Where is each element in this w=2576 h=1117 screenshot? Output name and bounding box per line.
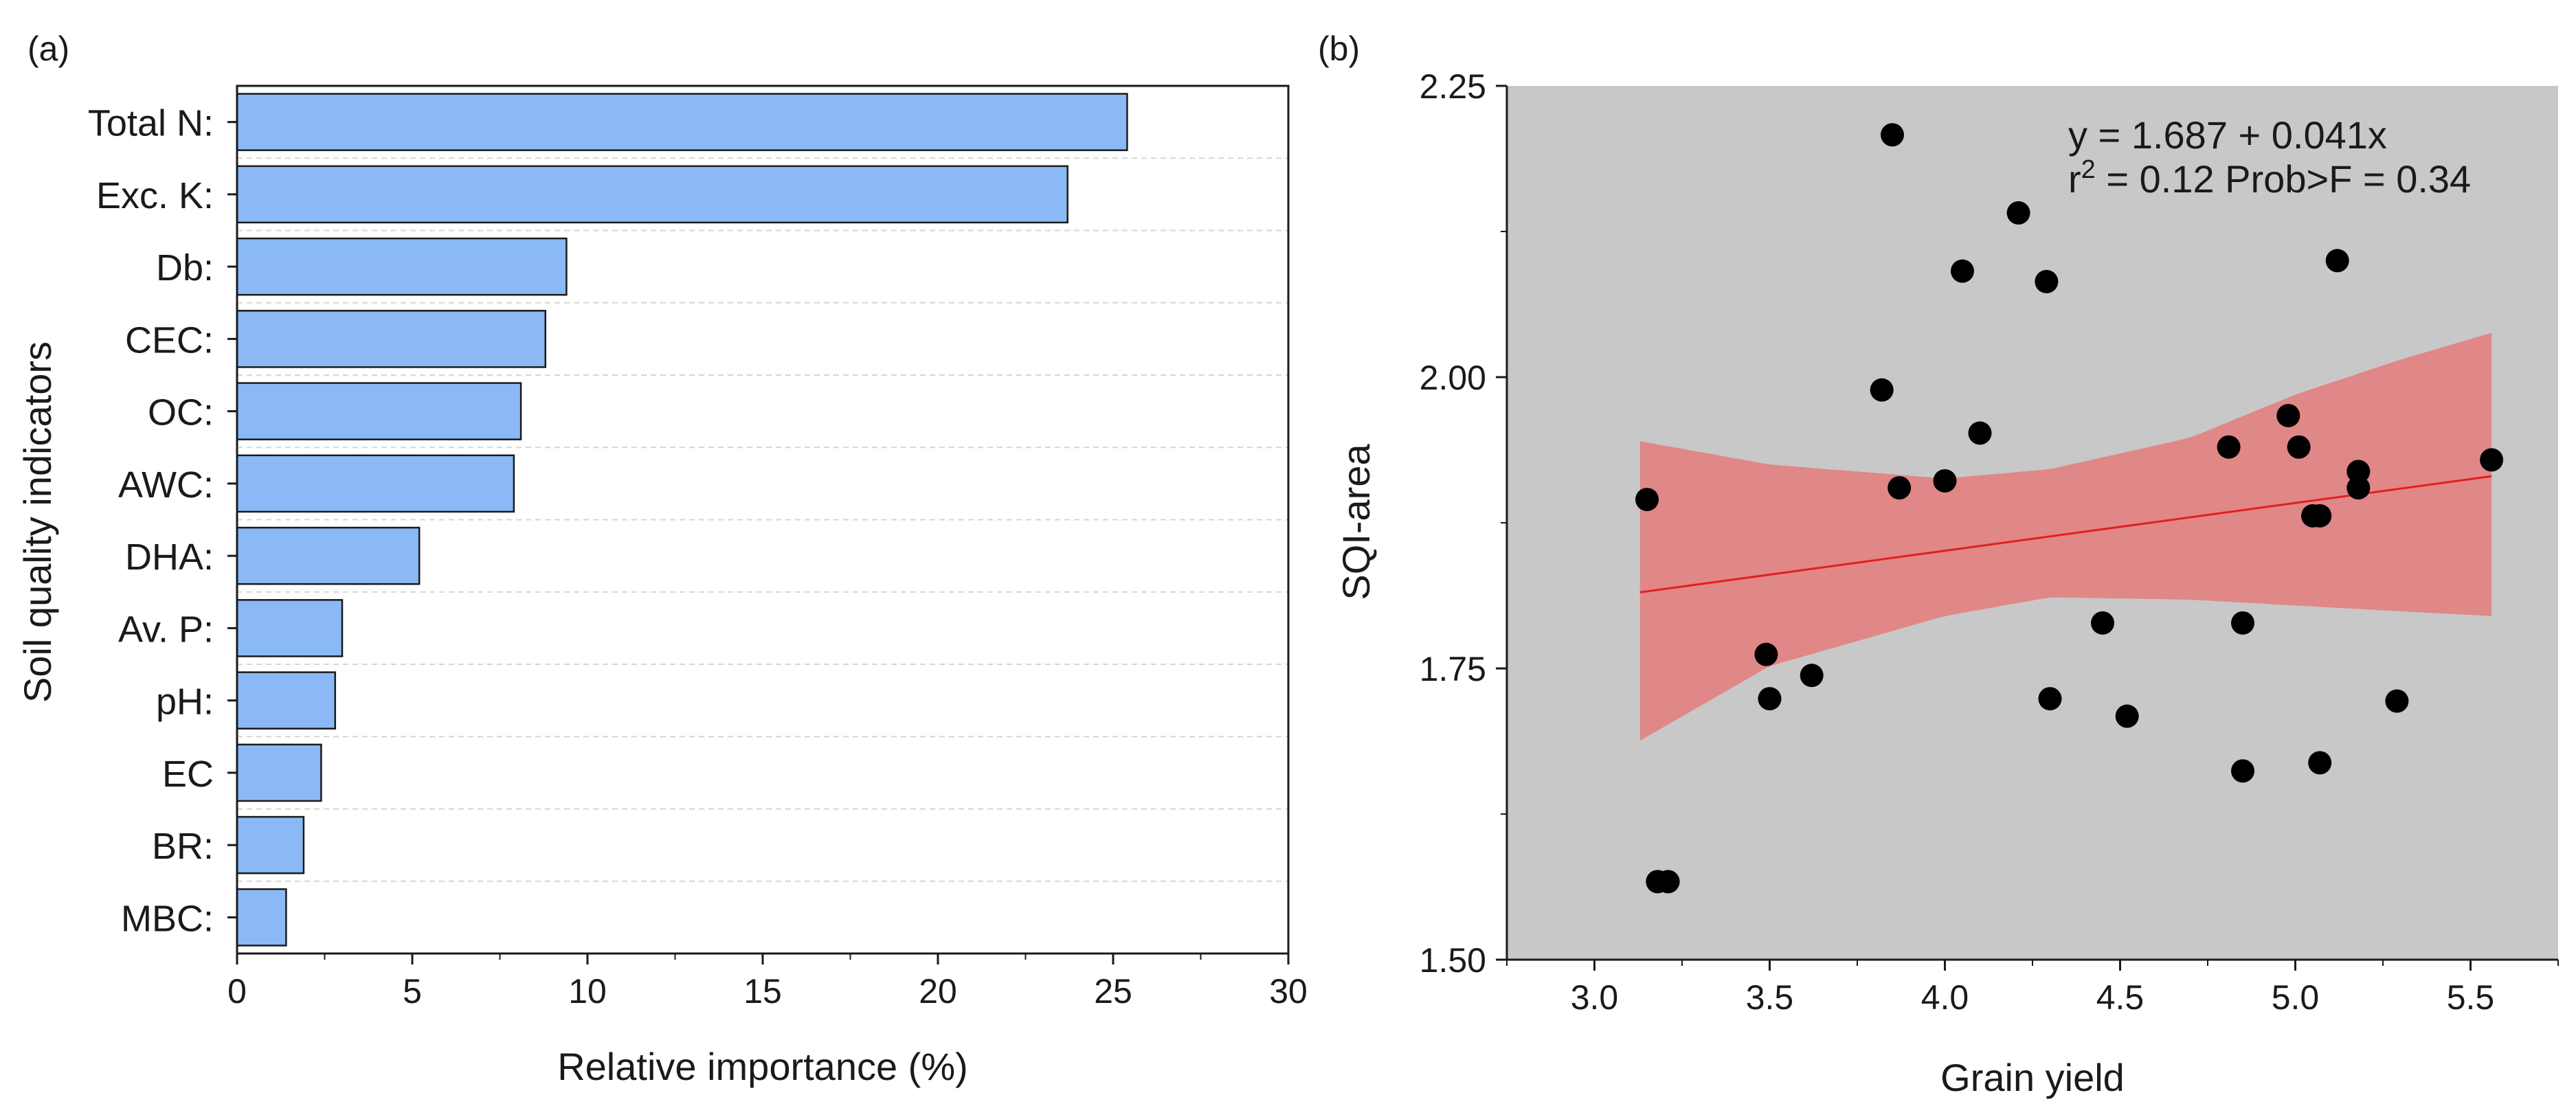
y-tick-label: Db: xyxy=(156,247,214,289)
panel-b-points xyxy=(1635,123,2504,894)
stats-prefix: r xyxy=(2068,157,2081,201)
data-point-0 xyxy=(1635,488,1659,512)
data-point-7 xyxy=(1881,123,1904,147)
y-tick-label: Av. P: xyxy=(118,609,214,650)
regression-stats: r2 = 0.12 Prob>F = 0.34 xyxy=(2068,155,2471,201)
bar-2 xyxy=(236,237,568,296)
data-point-28 xyxy=(2385,689,2409,713)
y-tick-label: Total N: xyxy=(88,103,214,144)
bar-5 xyxy=(236,454,515,513)
y-tick-label: DHA: xyxy=(125,537,214,578)
bar-11 xyxy=(236,888,287,947)
panel-a-x-axis-label: Relative importance (%) xyxy=(557,1045,968,1088)
panel-a-bars xyxy=(236,93,1128,947)
y-tick-label: BR: xyxy=(152,826,214,867)
panel-a-y-axis-label: Soil quality indicators xyxy=(16,341,59,703)
panel-b-label: (b) xyxy=(1318,30,1360,68)
data-point-3 xyxy=(1754,642,1778,666)
y-tick-label: 2.00 xyxy=(1420,359,1486,397)
bar-10 xyxy=(236,815,305,875)
y-tick-label: EC xyxy=(162,754,214,795)
bar-7 xyxy=(236,599,344,657)
confidence-band xyxy=(1639,332,2492,741)
panel-a-gridlines xyxy=(237,157,1288,882)
x-tick-label: 15 xyxy=(743,972,782,1011)
x-tick-label: 5 xyxy=(403,972,422,1011)
data-point-9 xyxy=(1933,469,1957,493)
y-tick-label: 1.75 xyxy=(1420,650,1486,688)
bar-0 xyxy=(236,93,1128,151)
panel-a-y-ticks: Total N: Exc. K: Db: CEC: OC: AWC: DHA: Av. P: p… xyxy=(88,103,237,939)
bar-1 xyxy=(236,165,1068,224)
stats-rest: = 0.12 Prob>F = 0.34 xyxy=(2096,157,2471,201)
data-point-6 xyxy=(1870,378,1894,402)
data-point-27 xyxy=(2347,476,2371,500)
bar-8 xyxy=(236,671,337,730)
panel-b-x-ticks: 3.0 3.5 4.0 4.5 5.0 5.5 xyxy=(1506,960,2559,1017)
data-point-24 xyxy=(2308,751,2332,775)
panel-b-scatter-plot: (b) 3.0 3.5 4.0 4.5 5.0 5.5 1.501.752.002.25 … xyxy=(1318,30,2559,1099)
data-point-5 xyxy=(1800,664,1824,688)
panel-b-y-axis-label: SQI-area xyxy=(1334,444,1378,600)
panel-b-x-axis-label: Grain yield xyxy=(1940,1056,2125,1099)
data-point-4 xyxy=(1758,687,1782,711)
data-point-23 xyxy=(2308,504,2332,528)
y-tick-label: pH: xyxy=(156,681,214,723)
data-point-21 xyxy=(2287,435,2311,459)
data-point-19 xyxy=(2231,759,2254,783)
panel-a-label: (a) xyxy=(27,30,69,68)
data-point-12 xyxy=(2006,201,2030,225)
data-point-20 xyxy=(2276,403,2300,427)
data-point-15 xyxy=(2091,611,2114,635)
data-point-14 xyxy=(2038,687,2062,711)
y-tick-label: 1.50 xyxy=(1420,941,1486,980)
x-tick-label: 20 xyxy=(919,972,957,1011)
data-point-16 xyxy=(2115,704,2139,728)
x-tick-label: 3.0 xyxy=(1571,978,1619,1017)
panel-a-x-ticks: 0 5 10 15 20 25 30 xyxy=(227,954,1308,1011)
data-point-17 xyxy=(2217,435,2241,459)
data-point-11 xyxy=(1968,421,1992,445)
x-tick-label: 4.5 xyxy=(2096,978,2144,1017)
x-tick-label: 5.0 xyxy=(2272,978,2320,1017)
regression-equation: y = 1.687 + 0.041x xyxy=(2068,113,2387,157)
data-point-8 xyxy=(1888,476,1912,500)
panel-a-bar-chart: (a) 0 5 10 15 20 25 30 Total N: Exc. K: Db: CEC: O… xyxy=(16,30,1308,1088)
bar-9 xyxy=(236,743,322,802)
x-tick-label: 5.5 xyxy=(2447,978,2495,1017)
x-tick-label: 4.0 xyxy=(1921,978,1969,1017)
y-tick-label: CEC: xyxy=(125,319,214,361)
data-point-2 xyxy=(1656,870,1680,894)
data-point-26 xyxy=(2347,460,2371,484)
y-tick-label: 2.25 xyxy=(1420,67,1486,106)
x-tick-label: 30 xyxy=(1269,972,1308,1011)
y-tick-label: MBC: xyxy=(121,898,214,939)
x-tick-label: 25 xyxy=(1094,972,1132,1011)
bar-6 xyxy=(236,526,421,585)
stats-superscript: 2 xyxy=(2081,155,2096,184)
x-tick-label: 3.5 xyxy=(1746,978,1794,1017)
panel-b-y-ticks: 1.50 1.75 2.00 2.25 xyxy=(1420,67,1507,980)
data-point-29 xyxy=(2480,448,2504,472)
data-point-13 xyxy=(2035,269,2059,293)
x-tick-label: 0 xyxy=(227,972,247,1011)
regression-line xyxy=(1639,475,2492,594)
data-point-25 xyxy=(2325,249,2349,273)
y-tick-label: Exc. K: xyxy=(96,175,214,216)
data-point-10 xyxy=(1951,259,1974,283)
bar-3 xyxy=(236,310,547,368)
data-point-18 xyxy=(2231,611,2254,635)
x-tick-label: 10 xyxy=(568,972,607,1011)
bar-4 xyxy=(236,382,522,440)
y-tick-label: OC: xyxy=(148,392,214,433)
y-tick-label: AWC: xyxy=(118,464,214,506)
